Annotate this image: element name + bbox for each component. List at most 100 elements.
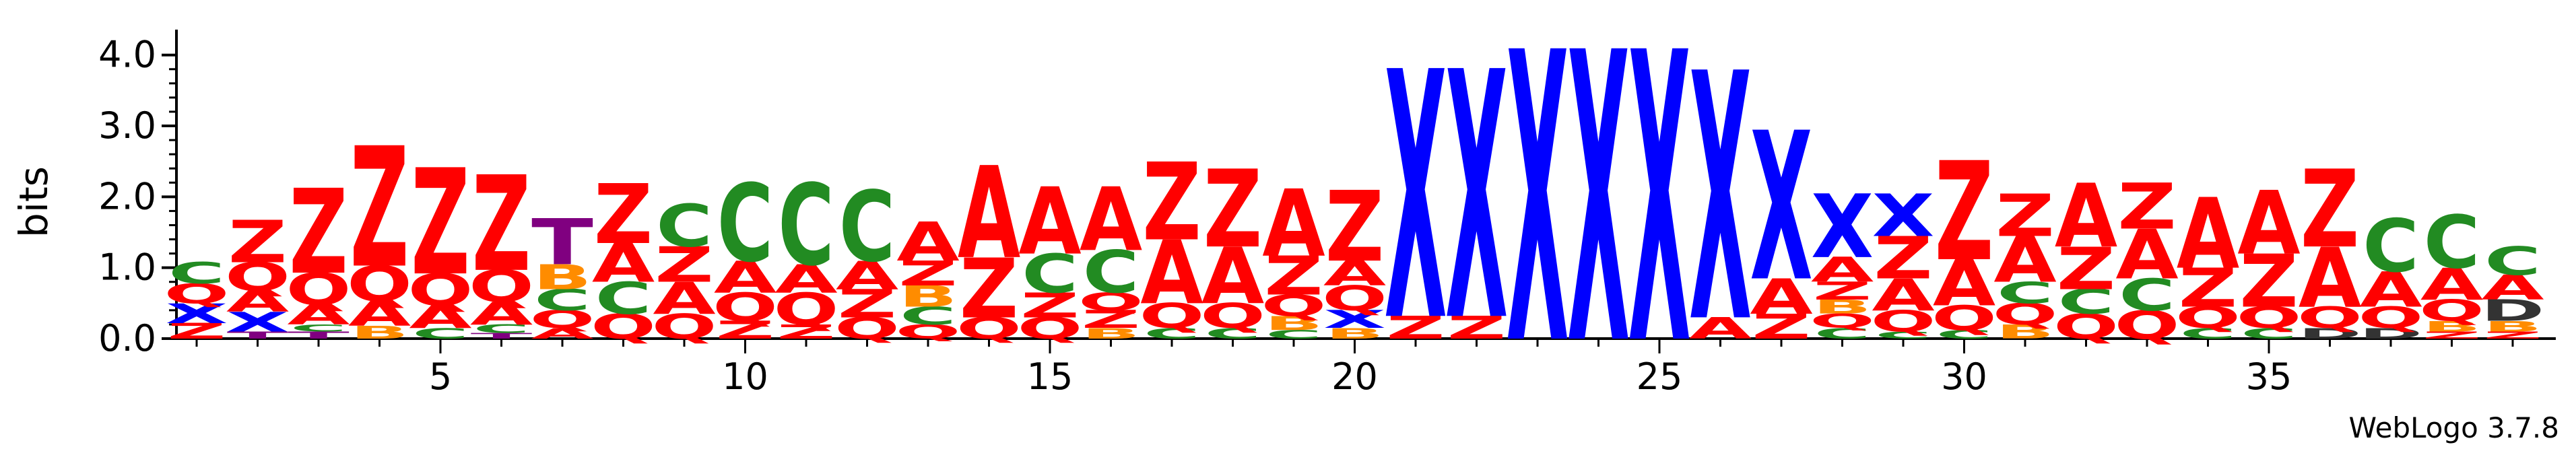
logo-letter: Z [2483, 330, 2542, 341]
logo-letter: C [1875, 330, 1931, 341]
logo-letter: Q [1078, 288, 1144, 316]
logo-column: X [1567, 0, 1630, 433]
logo-letter: Q [408, 265, 473, 316]
logo-letter: Q [164, 278, 230, 310]
logo-letter: X [166, 298, 228, 330]
logo-letter: A [836, 253, 898, 298]
logo-letter: A [2299, 230, 2361, 326]
logo-letter: Z [2422, 330, 2481, 341]
logo-letter: Z [2301, 148, 2359, 273]
logo-letter: C [2484, 239, 2541, 284]
x-tick-label: 20 [1331, 355, 1378, 398]
logo-letter: Q [2237, 302, 2302, 335]
logo-letter: Z [1935, 134, 1993, 291]
logo-letter: A [1262, 170, 1325, 277]
logo-letter: A [1933, 248, 1996, 321]
logo-letter: B [2484, 318, 2542, 335]
logo-letter: Q [956, 312, 1022, 345]
x-axis: 5 10 15 20 25 30 35 [176, 337, 2556, 398]
logo-letter: A [531, 325, 593, 342]
logo-letter: A [2481, 268, 2544, 308]
logo-letter: Z [898, 254, 957, 293]
logo-letter: C [656, 193, 713, 261]
y-tick-label: 0.0 [98, 317, 156, 359]
logo-letter: C [1265, 328, 1322, 341]
logo-letter: X [1811, 176, 1874, 278]
logo-letter: A [714, 252, 777, 303]
logo-letter: C [1083, 238, 1140, 306]
logo-letter: B [350, 322, 409, 343]
logo-letter: Z [167, 318, 226, 343]
logo-letter: A [1323, 254, 1387, 293]
logo-column: X [1507, 0, 1569, 433]
logo-letter: A [1872, 270, 1934, 321]
logo-letter: Q [225, 254, 290, 300]
logo-letter: Q [1322, 279, 1387, 318]
logo-letter: A [592, 233, 655, 296]
logo-column: AX [1689, 1, 1752, 398]
logo-letter: A [1811, 250, 1874, 290]
logo-letter: A [226, 285, 289, 318]
logo-letter: X [1323, 306, 1386, 334]
logo-column: ZX [1385, 0, 1447, 396]
logo-letter: X [1628, 0, 1691, 433]
logo-letter: Q [713, 285, 778, 331]
logo-column: ZX [1445, 0, 1508, 396]
logo-letter: C [1936, 328, 1993, 341]
logo-letter: Z [1386, 310, 1445, 346]
logo-column: QZA [956, 141, 1022, 345]
logo-letter: C [412, 325, 469, 342]
logo-letter: T [471, 331, 533, 340]
logo-letter: Z [2239, 240, 2298, 324]
logo-letter: C [1144, 325, 1200, 342]
x-tick-label: 5 [429, 355, 452, 398]
logo-letter: A [774, 256, 837, 302]
logo-letter: Q [2358, 302, 2424, 335]
logo-letter: C [839, 170, 896, 284]
logo-letter: C [2058, 282, 2115, 322]
logo-letter: B [899, 280, 958, 314]
logo-letter: Q [2115, 303, 2180, 348]
logo-letter: C [534, 283, 591, 317]
logo-letter: Z [1082, 306, 1140, 334]
logo-letter: Z [1813, 277, 1872, 305]
letter-stacks: ZXQCTXAQZTCAQZBAQZCAQZTCAQZAQCBTQCAZQAZC… [164, 0, 2545, 433]
x-tick-label: 35 [2246, 355, 2292, 398]
logo-letter: Z [1142, 141, 1201, 265]
logo-letter: A [1993, 224, 2057, 298]
logo-letter: Q [1261, 289, 1327, 323]
logo-letter: B [1265, 312, 1323, 335]
logo-letter: Q [834, 312, 900, 345]
logo-letter: D [2359, 325, 2423, 342]
logo-letter: A [409, 299, 472, 335]
logo-letter: Q [286, 264, 352, 315]
logo-letter: Q [1871, 305, 1936, 339]
logo-letter: Q [2419, 294, 2484, 328]
logo-letter: B [1813, 296, 1872, 318]
logo-letter: A [1018, 168, 1081, 275]
logo-letter: A [896, 211, 959, 274]
logo-letter: Q [896, 320, 961, 343]
logo-letter: T [288, 330, 350, 341]
logo-letter: Z [1020, 285, 1079, 325]
logo-column: X [1628, 0, 1691, 433]
logo-letter: Q [1018, 312, 1083, 345]
logo-letter: A [2115, 216, 2178, 295]
logo-letter: A [1080, 169, 1142, 271]
logo-letter: C [2424, 201, 2480, 285]
x-tick-label: 25 [1637, 355, 1683, 398]
logo-letter: Z [1995, 182, 2054, 250]
logo-letter: A [1750, 269, 1812, 325]
logo-letter: Z [472, 149, 531, 302]
logo-letter: C [2180, 325, 2237, 342]
y-tick-label: 4.0 [98, 34, 156, 76]
logo-letter: C [595, 273, 652, 324]
